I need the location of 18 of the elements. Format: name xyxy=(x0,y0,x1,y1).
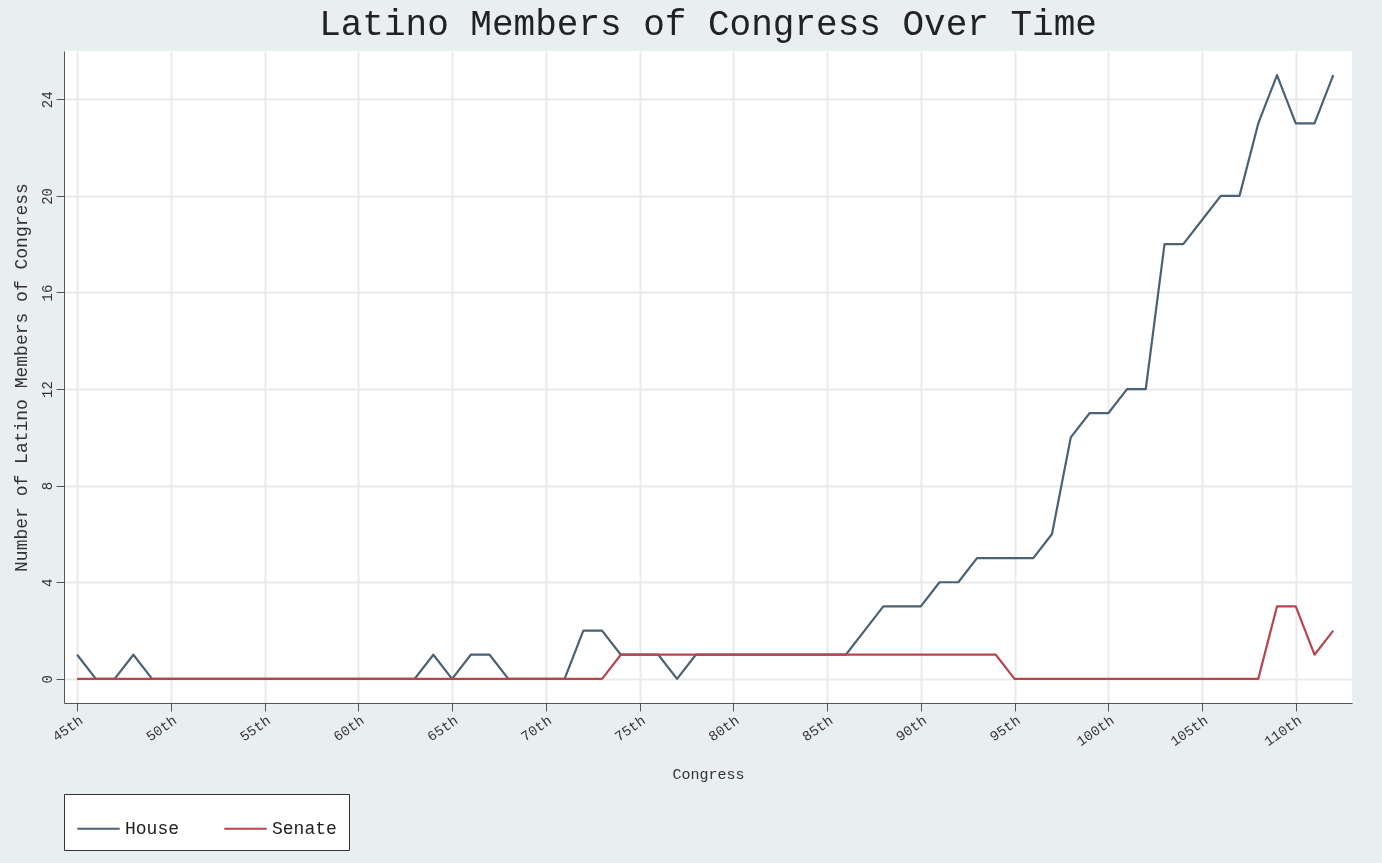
y-tick-label: 8 xyxy=(39,481,56,491)
x-axis-title: Congress xyxy=(672,767,745,785)
x-tick-label: 60th xyxy=(330,712,368,746)
x-tick-label: 45th xyxy=(49,712,87,746)
y-tick-label: 4 xyxy=(39,578,56,587)
legend-label: Senate xyxy=(272,818,337,839)
y-tick-label: 20 xyxy=(39,187,56,205)
chart-title: Latino Members of Congress Over Time xyxy=(319,5,1097,46)
y-tick-label: 16 xyxy=(39,284,56,302)
x-tick-label: 70th xyxy=(518,712,555,746)
x-tick-label: 65th xyxy=(424,712,462,746)
y-tick-label: 24 xyxy=(39,91,56,109)
y-tick-label: 0 xyxy=(39,675,56,684)
y-axis-title: Number of Latino Members of Congress xyxy=(11,183,32,572)
legend-label: House xyxy=(125,818,180,839)
line-series xyxy=(76,605,1335,680)
x-tick-label: 75th xyxy=(611,712,649,746)
y-tick-label: 12 xyxy=(39,381,56,398)
